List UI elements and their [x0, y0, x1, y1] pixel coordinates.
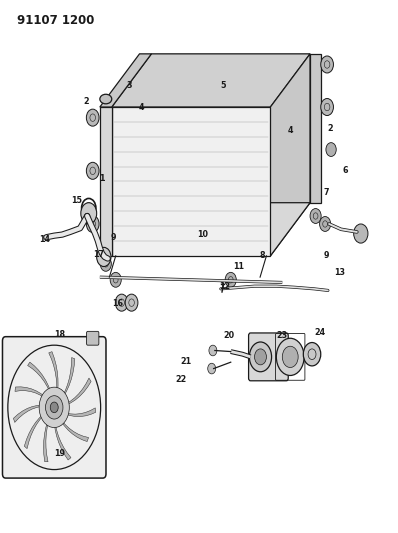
- Polygon shape: [270, 54, 310, 256]
- Circle shape: [39, 387, 69, 427]
- Text: 18: 18: [54, 330, 65, 339]
- Text: 1: 1: [99, 174, 105, 183]
- Circle shape: [326, 143, 336, 157]
- Text: 4: 4: [287, 126, 293, 135]
- Text: 21: 21: [181, 357, 192, 366]
- Text: 4: 4: [139, 102, 144, 111]
- Polygon shape: [62, 358, 75, 397]
- Polygon shape: [100, 107, 112, 256]
- Polygon shape: [100, 54, 151, 107]
- FancyBboxPatch shape: [86, 332, 99, 345]
- Text: 12: 12: [219, 282, 230, 291]
- Circle shape: [255, 349, 266, 365]
- Circle shape: [110, 272, 121, 287]
- Circle shape: [125, 294, 138, 311]
- Polygon shape: [65, 408, 96, 417]
- Polygon shape: [15, 387, 45, 398]
- Text: 9: 9: [323, 252, 329, 260]
- FancyBboxPatch shape: [2, 337, 106, 478]
- Text: 2: 2: [83, 97, 89, 106]
- Text: 20: 20: [223, 331, 234, 340]
- Circle shape: [354, 224, 368, 243]
- Polygon shape: [112, 203, 310, 256]
- Text: 6: 6: [343, 166, 349, 175]
- Polygon shape: [151, 54, 310, 203]
- Text: 16: 16: [112, 299, 123, 308]
- Polygon shape: [43, 421, 49, 462]
- Polygon shape: [49, 352, 58, 392]
- Circle shape: [115, 294, 128, 311]
- Polygon shape: [24, 414, 44, 449]
- Text: 24: 24: [314, 328, 326, 337]
- Circle shape: [45, 395, 63, 419]
- Polygon shape: [66, 378, 91, 405]
- Text: 7: 7: [323, 188, 329, 197]
- Polygon shape: [310, 54, 321, 203]
- Circle shape: [209, 345, 217, 356]
- Circle shape: [100, 256, 111, 271]
- Ellipse shape: [100, 94, 112, 104]
- Text: 91107 1200: 91107 1200: [17, 14, 94, 27]
- Text: 14: 14: [40, 236, 51, 245]
- Circle shape: [310, 208, 321, 223]
- Text: 22: 22: [176, 375, 187, 384]
- Polygon shape: [27, 362, 51, 392]
- Polygon shape: [60, 420, 89, 441]
- Text: 17: 17: [94, 251, 105, 260]
- Text: 19: 19: [54, 449, 65, 458]
- Polygon shape: [112, 107, 270, 256]
- Text: 2: 2: [327, 124, 333, 133]
- Circle shape: [86, 163, 99, 179]
- Circle shape: [208, 364, 216, 374]
- Text: 5: 5: [220, 81, 226, 90]
- Polygon shape: [54, 423, 71, 460]
- Circle shape: [321, 99, 334, 116]
- Circle shape: [320, 216, 331, 231]
- Polygon shape: [112, 54, 310, 107]
- Text: 8: 8: [259, 252, 265, 260]
- Circle shape: [86, 109, 99, 126]
- Circle shape: [276, 338, 304, 375]
- Circle shape: [250, 342, 271, 372]
- Text: 10: 10: [197, 230, 209, 239]
- FancyBboxPatch shape: [249, 333, 288, 381]
- Circle shape: [81, 203, 97, 224]
- Text: 23: 23: [277, 331, 288, 340]
- Text: 15: 15: [71, 196, 82, 205]
- Circle shape: [303, 343, 321, 366]
- Circle shape: [282, 346, 298, 368]
- Polygon shape: [14, 405, 43, 423]
- Text: 3: 3: [127, 81, 133, 90]
- Circle shape: [50, 402, 58, 413]
- Circle shape: [97, 247, 111, 266]
- Circle shape: [225, 272, 236, 287]
- Text: 9: 9: [111, 233, 117, 242]
- Text: 13: 13: [334, 269, 345, 277]
- Text: 11: 11: [233, 262, 244, 271]
- Circle shape: [86, 215, 99, 232]
- Circle shape: [321, 56, 334, 73]
